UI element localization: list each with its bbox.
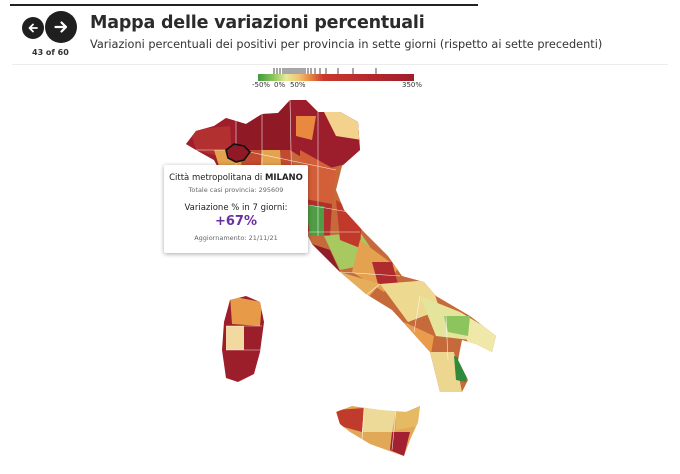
legend-label-min: -50% (252, 81, 271, 89)
legend-ticks (273, 68, 377, 74)
province-tooltip: Città metropolitana di MILANO Totale cas… (164, 165, 308, 253)
slide-counter: 43 of 60 (32, 48, 69, 57)
tooltip-variation-label: Variazione % in 7 giorni: (184, 203, 288, 213)
legend-label-zero: 0% (274, 81, 286, 89)
legend-label-50: 50% (290, 81, 306, 89)
page-title: Mappa delle variazioni percentuali (90, 13, 425, 33)
legend-gradient (258, 74, 414, 81)
next-button[interactable] (45, 11, 77, 43)
arrow-right-icon (54, 21, 68, 33)
milano-highlight[interactable] (225, 143, 252, 163)
sicily-provinces (336, 406, 420, 456)
color-legend: -50% 0% 50% 350% (250, 66, 430, 92)
arrow-left-icon (28, 23, 38, 33)
page-subtitle: Variazioni percentuali dei positivi per … (90, 38, 603, 51)
top-rule (10, 4, 478, 6)
previous-button[interactable] (22, 17, 44, 39)
tooltip-total-cases: Totale casi provincia: 295609 (188, 186, 284, 194)
tooltip-province: MILANO (264, 173, 303, 183)
tooltip-prefix: Città metropolitana di (169, 173, 263, 183)
sardinia-provinces (222, 296, 264, 382)
tooltip-province-name: Città metropolitana di MILANO (164, 173, 308, 183)
tooltip-variation-value: +67% (214, 214, 257, 229)
tooltip-update-date: Aggiornamento: 21/11/21 (194, 234, 278, 242)
italy-province-map[interactable] (160, 92, 520, 464)
header: 43 of 60 Mappa delle variazioni percentu… (12, 8, 668, 65)
legend-label-max: 350% (402, 81, 423, 89)
